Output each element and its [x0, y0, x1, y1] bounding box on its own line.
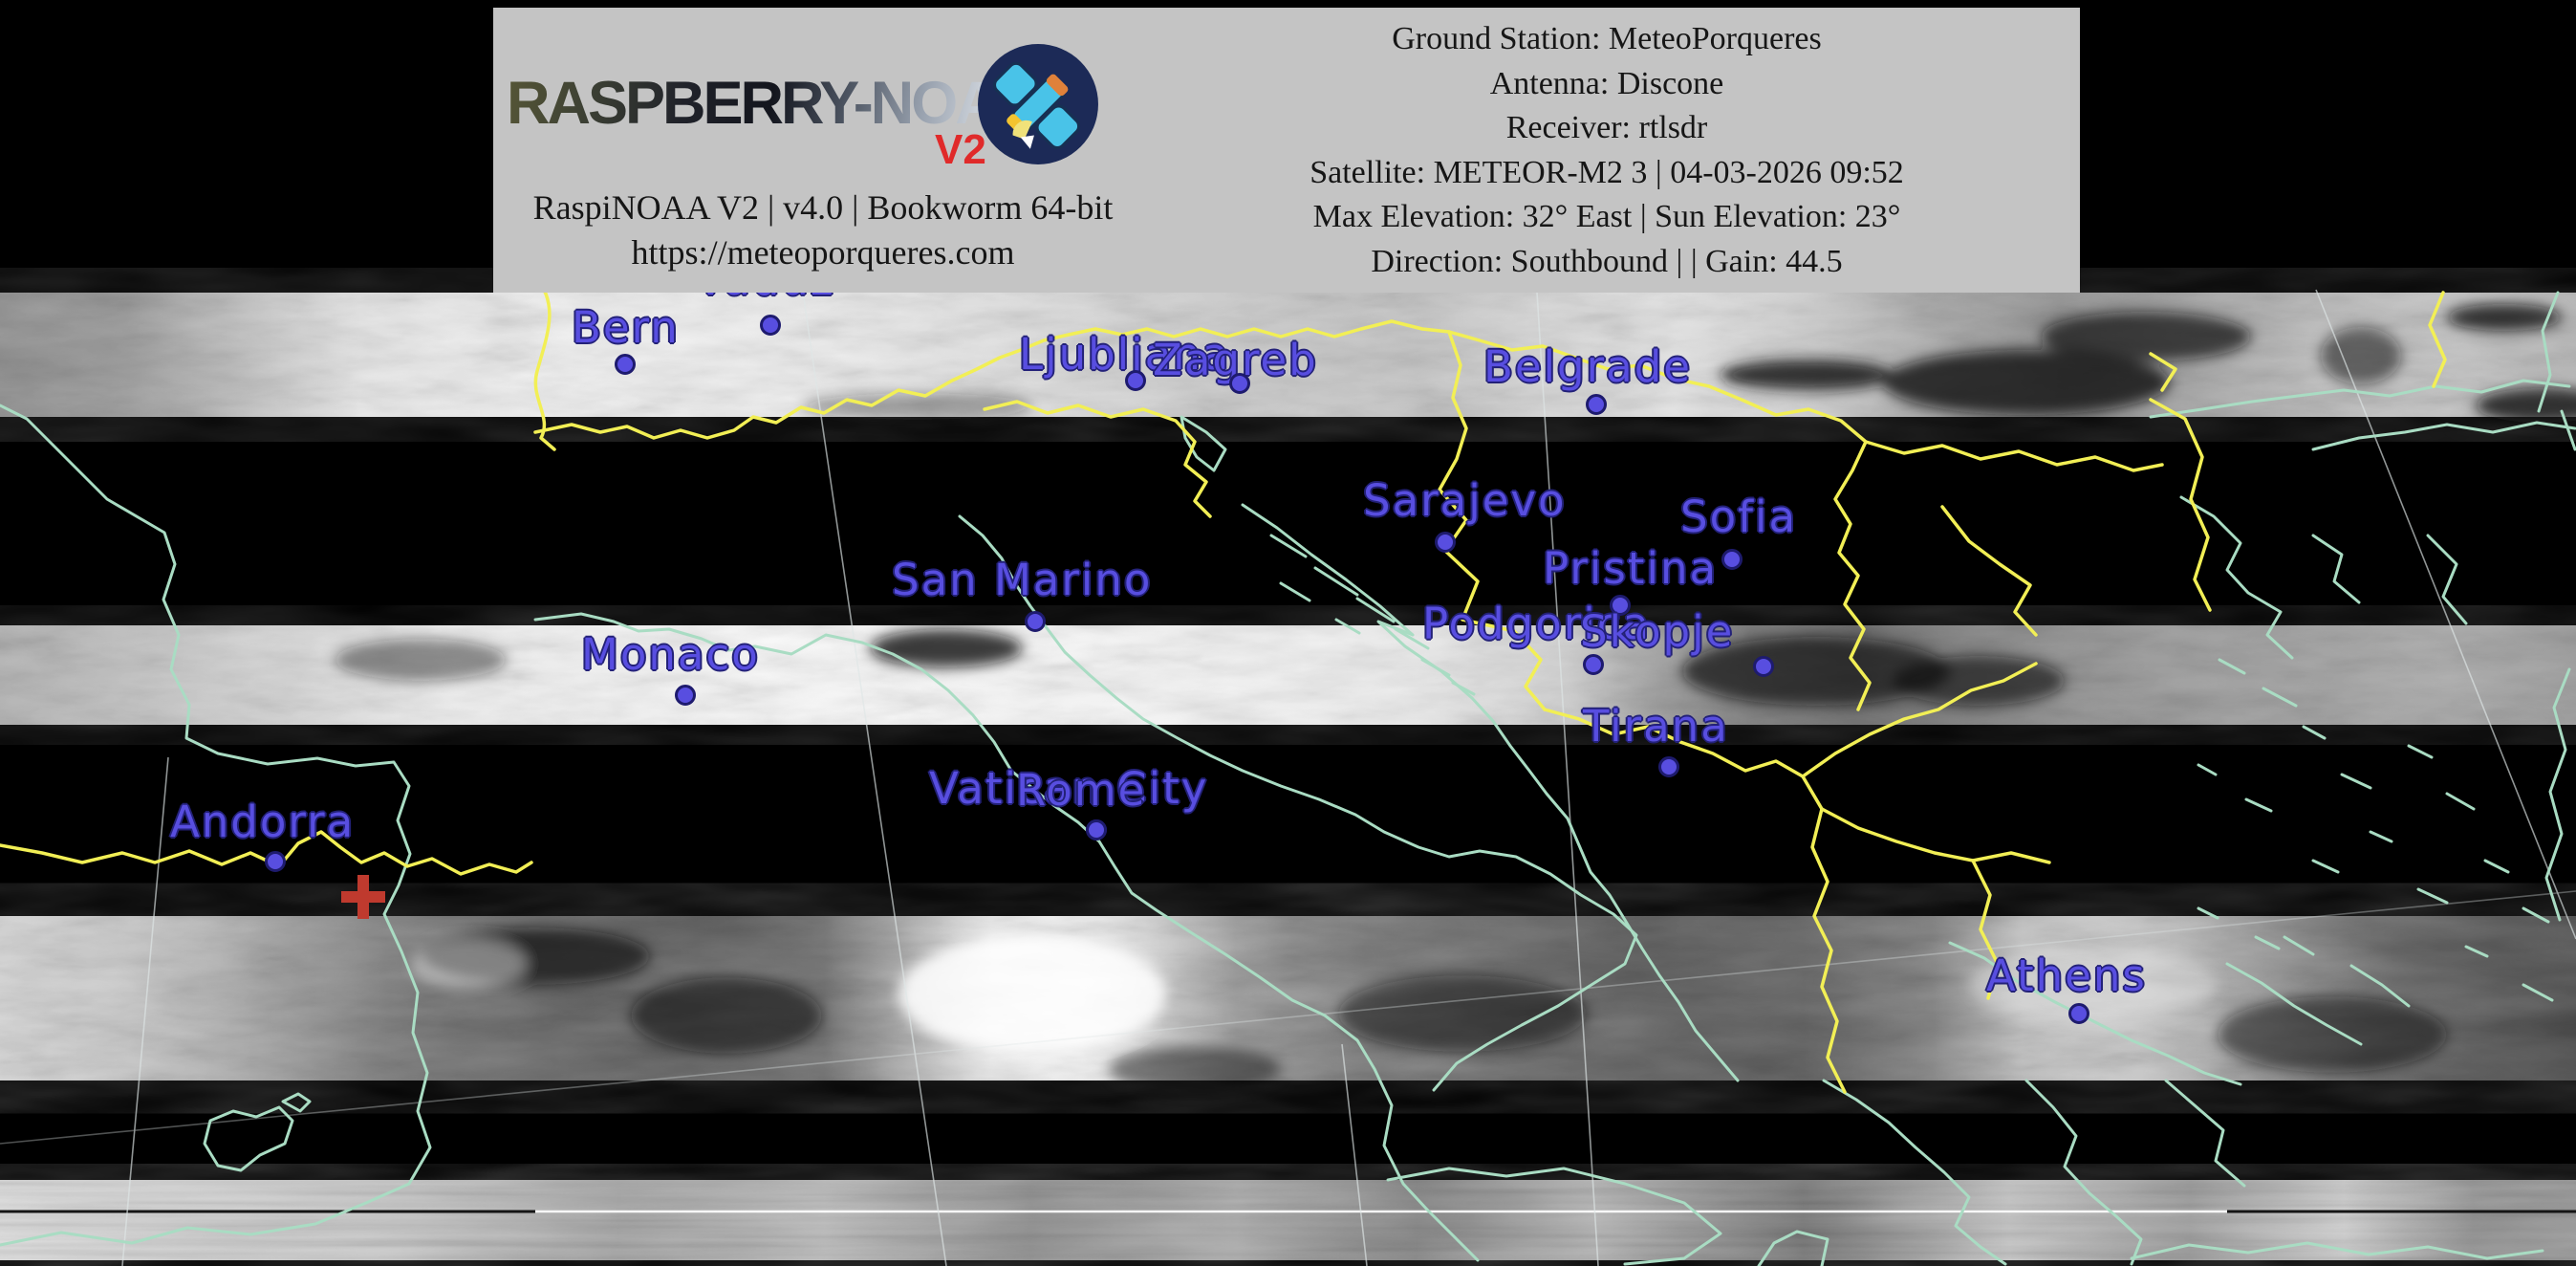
- ground-station-marker: [341, 875, 385, 919]
- cloud-band-2: [0, 625, 2576, 725]
- elevation-line: Max Elevation: 32° East | Sun Elevation:…: [1312, 199, 1901, 234]
- cloud-band-1: [0, 293, 2576, 423]
- cloud-band-4: [0, 1180, 2576, 1260]
- direction-gain-line: Direction: Southbound | | Gain: 44.5: [1371, 243, 1843, 279]
- ground-station-line: Ground Station: MeteoPorqueres: [1392, 21, 1822, 56]
- station-url: https://meteoporqueres.com: [631, 233, 1015, 272]
- system-version-line: RaspiNOAA V2 | v4.0 | Bookworm 64-bit: [532, 188, 1114, 227]
- antenna-line: Antenna: Discone: [1489, 65, 1724, 101]
- receiver-line: Receiver: rtlsdr: [1505, 110, 1708, 145]
- satellite-icon: [976, 42, 1100, 170]
- banner-left-block: RASPBERRY-NOAA V2 RaspiNOAA: [493, 8, 1153, 293]
- coastlines: [0, 291, 2576, 1266]
- marker-cross-vertical: [357, 875, 369, 919]
- info-banner: RASPBERRY-NOAA V2 RaspiNOAA: [493, 8, 2080, 293]
- banner-pass-details: Ground Station: MeteoPorqueres Antenna: …: [1153, 17, 2061, 284]
- satellite-line: Satellite: METEOR-M2 3 | 04-03-2026 09:5…: [1310, 154, 1904, 190]
- country-borders: [0, 275, 2447, 1094]
- logo-v2-badge: V2: [935, 126, 986, 173]
- graticule-lines: [0, 289, 2576, 1266]
- raspberry-noaa-logo-text: RASPBERRY-NOAA: [507, 70, 1039, 137]
